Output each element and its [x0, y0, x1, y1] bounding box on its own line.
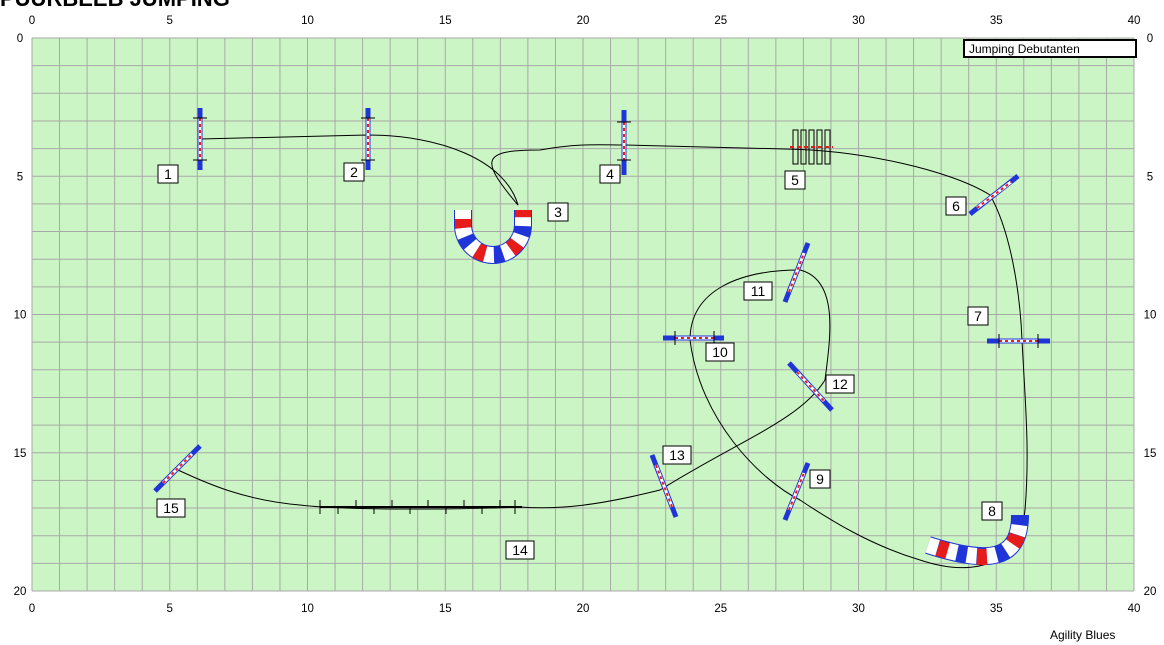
course-label-box: Jumping Debutanten — [963, 39, 1137, 58]
obstacle-label-6: 6 — [945, 196, 967, 216]
obstacle-number: 10 — [712, 344, 728, 360]
y-tick-label-right: 15 — [1144, 448, 1157, 460]
jump-13 — [649, 454, 679, 518]
obstacle-number: 5 — [791, 172, 799, 188]
y-tick-label-right: 5 — [1147, 171, 1153, 183]
obstacle-label-1: 1 — [157, 164, 179, 184]
obstacle-label-9: 9 — [809, 469, 831, 489]
jump-1 — [193, 108, 207, 170]
course-label: Jumping Debutanten — [969, 42, 1080, 56]
tunnel-8 — [925, 514, 1029, 566]
jump-4 — [617, 110, 631, 175]
y-tick-label-right: 10 — [1144, 310, 1157, 322]
obstacle-label-11: 11 — [743, 281, 773, 301]
obstacles-layer — [153, 108, 1050, 566]
obstacle-label-13: 13 — [662, 445, 692, 465]
x-tick-label-top: 0 — [29, 15, 35, 27]
obstacle-number: 4 — [606, 166, 614, 182]
x-tick-label-top: 20 — [577, 15, 590, 27]
y-tick-label-left: 10 — [14, 310, 27, 322]
x-tick-label-bottom: 5 — [167, 603, 173, 615]
x-tick-label-top: 15 — [439, 15, 452, 27]
obstacle-label-14: 14 — [505, 540, 535, 560]
obstacle-label-7: 7 — [967, 306, 989, 326]
obstacle-number: 14 — [512, 542, 528, 558]
x-tick-label-top: 10 — [301, 15, 314, 27]
x-tick-label-bottom: 10 — [301, 603, 314, 615]
jump-7 — [987, 334, 1050, 348]
jump-2 — [361, 108, 375, 170]
x-tick-label-bottom: 40 — [1128, 603, 1141, 615]
y-tick-label-left: 20 — [14, 586, 27, 598]
obstacle-number: 9 — [816, 471, 824, 487]
x-tick-label-top: 35 — [990, 15, 1003, 27]
obstacle-number: 11 — [751, 283, 766, 299]
x-tick-label-bottom: 15 — [439, 603, 452, 615]
jump-12 — [787, 361, 834, 412]
x-tick-label-bottom: 0 — [29, 603, 35, 615]
obstacle-number: 7 — [974, 308, 982, 324]
y-tick-label-right: 0 — [1147, 33, 1153, 45]
obstacle-label-5: 5 — [784, 170, 806, 190]
obstacle-number: 15 — [163, 500, 179, 516]
x-tick-label-bottom: 30 — [852, 603, 865, 615]
obstacle-number: 8 — [988, 503, 996, 519]
obstacle-label-10: 10 — [705, 342, 735, 362]
x-tick-label-bottom: 35 — [990, 603, 1003, 615]
obstacle-number: 3 — [554, 204, 562, 220]
obstacle-number: 1 — [164, 166, 172, 182]
x-tick-label-top: 30 — [852, 15, 865, 27]
obstacle-label-4: 4 — [599, 164, 621, 184]
obstacle-number: 2 — [350, 164, 358, 180]
y-tick-label-left: 5 — [17, 171, 23, 183]
obstacle-number: 13 — [669, 447, 685, 463]
course-path — [177, 134, 1028, 569]
obstacle-number: 12 — [832, 376, 848, 392]
obstacle-label-15: 15 — [156, 498, 186, 518]
y-tick-label-left: 0 — [17, 33, 23, 45]
jump-11 — [782, 242, 811, 303]
y-tick-label-left: 15 — [14, 448, 27, 460]
x-tick-label-top: 40 — [1128, 15, 1141, 27]
x-tick-label-bottom: 20 — [577, 603, 590, 615]
obstacle-label-3: 3 — [547, 202, 569, 222]
jump-9 — [782, 462, 811, 521]
tire-5 — [790, 129, 833, 165]
jump-6 — [968, 174, 1020, 216]
obstacle-label-12: 12 — [825, 374, 855, 394]
tunnel-3 — [454, 210, 532, 264]
dogwalk-14 — [319, 500, 522, 514]
page-title: PUURBEEB JUMPING — [0, 0, 230, 12]
footer-credit: Agility Blues — [1050, 628, 1116, 642]
x-tick-label-top: 5 — [167, 15, 173, 27]
x-tick-label-top: 25 — [714, 15, 727, 27]
obstacle-label-8: 8 — [981, 501, 1003, 521]
obstacle-label-2: 2 — [343, 162, 365, 182]
jump-15 — [153, 444, 202, 493]
y-tick-label-right: 20 — [1144, 586, 1157, 598]
obstacle-number: 6 — [952, 198, 960, 214]
x-tick-label-bottom: 25 — [714, 603, 727, 615]
